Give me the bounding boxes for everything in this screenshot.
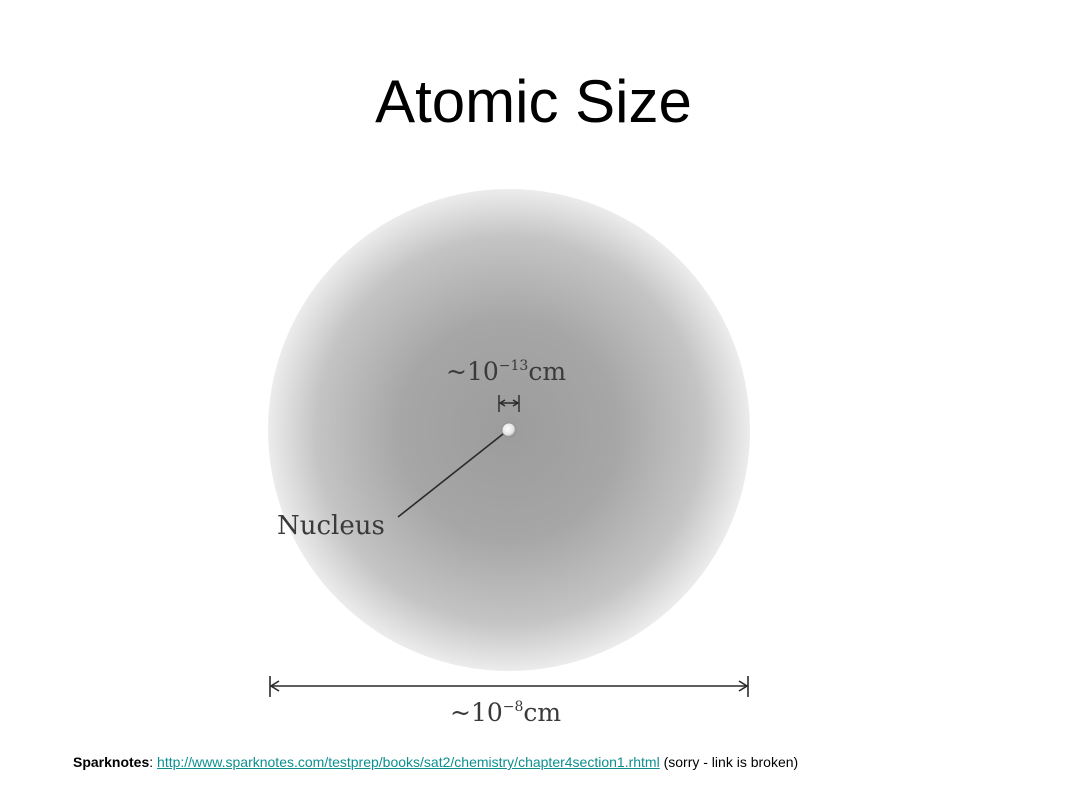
source-label: Sparknotes: [73, 754, 150, 770]
nucleus-size-label: ~10−13cm: [446, 357, 566, 386]
atom-size-label: ~10−8cm: [450, 698, 561, 727]
nucleus: [501, 422, 517, 438]
atom-size-dimension-line: [269, 676, 749, 697]
source-note: (sorry - link is broken): [659, 754, 799, 770]
nucleus-pointer-line: [397, 433, 504, 518]
slide-title: Atomic Size: [375, 68, 692, 135]
source-citation: Sparknotes: http://www.sparknotes.com/te…: [73, 753, 798, 771]
nucleus-label: Nucleus: [277, 511, 385, 541]
source-separator: :: [149, 754, 158, 770]
nucleus-size-marker: [498, 395, 520, 412]
source-link[interactable]: http://www.sparknotes.com/testprep/books…: [157, 754, 660, 770]
